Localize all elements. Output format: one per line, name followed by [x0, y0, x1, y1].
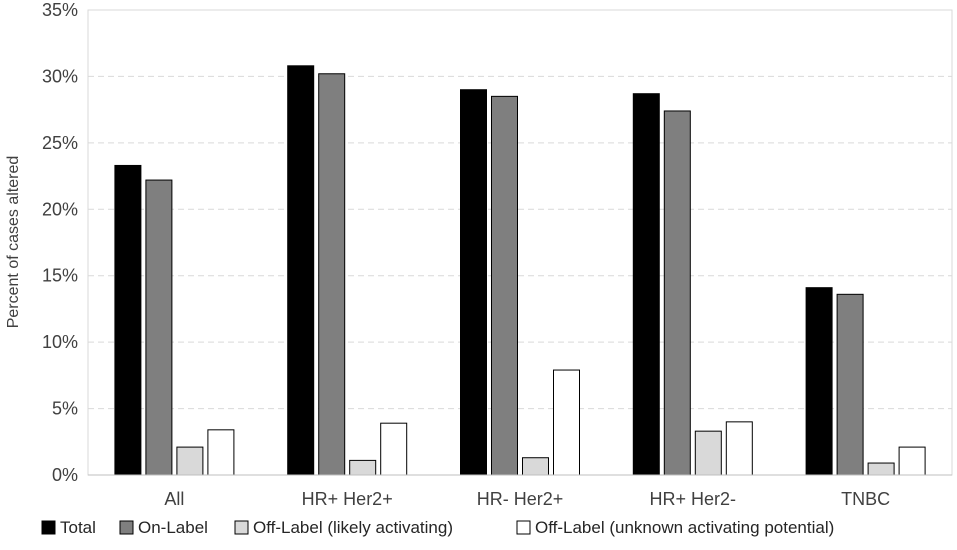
- bar-hr-her2--series-2: [491, 95, 518, 476]
- legend-swatch: [119, 520, 134, 535]
- bar-hr-her2--series-4: [725, 421, 753, 476]
- bar-hr-her2--series-1: [460, 89, 487, 476]
- bar-hr-her2--series-2: [663, 110, 691, 476]
- legend-label: On-Label: [138, 518, 208, 537]
- bar-tnbc-series-1: [805, 287, 833, 476]
- y-tick-label: 25%: [42, 133, 78, 153]
- bar-tnbc-series-2: [836, 293, 864, 476]
- legend: Total On-Label Off-Label (likely activatin…: [41, 518, 834, 537]
- legend-label: Off-Label (unknown activating potential): [535, 518, 834, 537]
- x-axis-ticks: All HR+ Her2+ HR- Her2+ HR+ Her2- TNBC: [164, 489, 890, 509]
- y-tick-label: 5%: [52, 399, 78, 419]
- y-tick-label: 20%: [42, 199, 78, 219]
- y-tick-label: 0%: [52, 465, 78, 485]
- bar-hr-her2--series-4: [380, 422, 408, 476]
- legend-label: Total: [60, 518, 96, 537]
- x-tick-label: All: [164, 489, 184, 509]
- bar-hr-her2--series-2: [318, 73, 346, 476]
- y-tick-label: 10%: [42, 332, 78, 352]
- y-tick-label: 15%: [42, 266, 78, 286]
- x-tick-label: HR+ Her2-: [650, 489, 737, 509]
- legend-swatch: [41, 520, 56, 535]
- legend-swatch: [516, 520, 531, 535]
- legend-swatch: [234, 520, 249, 535]
- y-tick-label: 35%: [42, 0, 78, 20]
- legend-label: Off-Label (likely activating): [253, 518, 453, 537]
- bar-hr-her2--series-3: [349, 459, 377, 476]
- x-tick-label: HR+ Her2+: [302, 489, 393, 509]
- bar-hr-her2--series-3: [694, 430, 722, 476]
- bar-all-series-4: [207, 429, 235, 476]
- x-tick-label: HR- Her2+: [477, 489, 564, 509]
- bar-hr-her2--series-3: [522, 457, 549, 476]
- bar-all-series-2: [145, 179, 173, 476]
- y-axis-ticks: 0% 5% 10% 15% 20% 25% 30% 35%: [42, 0, 78, 485]
- y-tick-label: 30%: [42, 66, 78, 86]
- bar-hr-her2--series-1: [632, 93, 660, 476]
- bar-all-series-1: [114, 164, 142, 476]
- bar-tnbc-series-3: [867, 462, 895, 476]
- y-axis-label: Percent of cases altered: [5, 156, 22, 329]
- bar-hr-her2--series-1: [287, 65, 315, 476]
- bar-tnbc-series-4: [898, 446, 926, 476]
- bars: [114, 65, 926, 476]
- bar-hr-her2--series-4: [553, 369, 580, 476]
- x-tick-label: TNBC: [841, 489, 890, 509]
- bar-all-series-3: [176, 446, 204, 476]
